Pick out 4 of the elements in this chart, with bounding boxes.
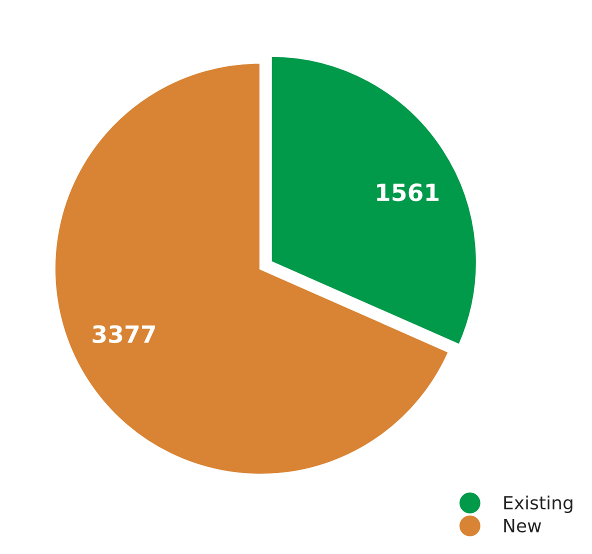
legend-label: Existing: [504, 496, 572, 514]
data-label: 3377: [92, 325, 156, 344]
legend-label: New: [504, 519, 542, 532]
data-label: 1561: [377, 183, 439, 202]
